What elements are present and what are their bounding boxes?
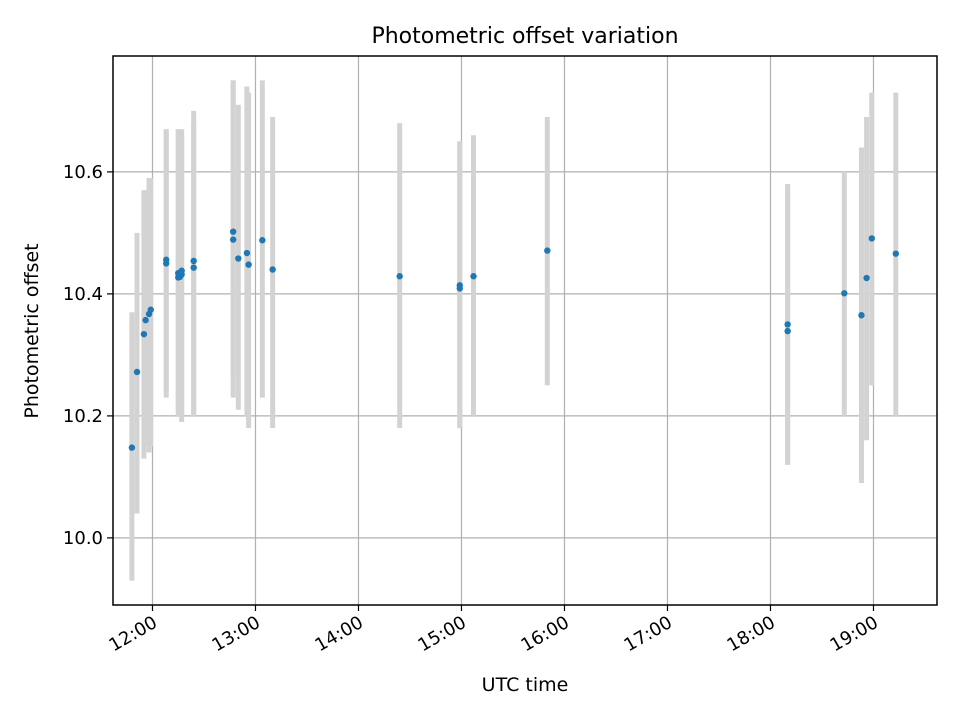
data-point: [892, 250, 899, 257]
chart-title: Photometric offset variation: [371, 24, 678, 49]
y-axis-ticks: 10.0 10.2 10.4 10.6: [63, 162, 113, 549]
x-axis-label: UTC time: [482, 674, 569, 696]
data-point: [858, 312, 865, 319]
data-point: [470, 273, 477, 280]
data-point: [841, 290, 848, 297]
data-point: [128, 444, 136, 451]
data-point: [163, 256, 170, 263]
plot-frame: [112, 55, 938, 606]
data-point: [147, 306, 154, 313]
data-point: [229, 236, 237, 243]
data-point: [190, 257, 197, 265]
data-point: [784, 321, 791, 328]
data-point: [178, 267, 185, 274]
data-point: [544, 247, 551, 254]
data-point: [229, 228, 237, 235]
data-point: [269, 266, 276, 273]
data-point: [863, 274, 870, 282]
data-point: [235, 255, 242, 262]
data-point: [140, 330, 148, 338]
y-tick-label: 10.0: [63, 528, 103, 549]
data-point: [243, 249, 251, 257]
data-point: [259, 237, 266, 244]
data-point: [456, 282, 463, 289]
data-point: [868, 235, 875, 242]
y-tick-label: 10.2: [63, 406, 103, 427]
data-point: [396, 273, 403, 280]
data-point: [245, 261, 252, 268]
data-points: [128, 228, 899, 451]
data-point: [784, 327, 791, 335]
y-axis-label: Photometric offset: [21, 243, 43, 418]
data-point: [142, 316, 149, 324]
data-point: [133, 368, 141, 376]
data-point: [190, 264, 197, 271]
y-tick-label: 10.4: [63, 284, 103, 305]
y-tick-label: 10.6: [63, 162, 103, 183]
